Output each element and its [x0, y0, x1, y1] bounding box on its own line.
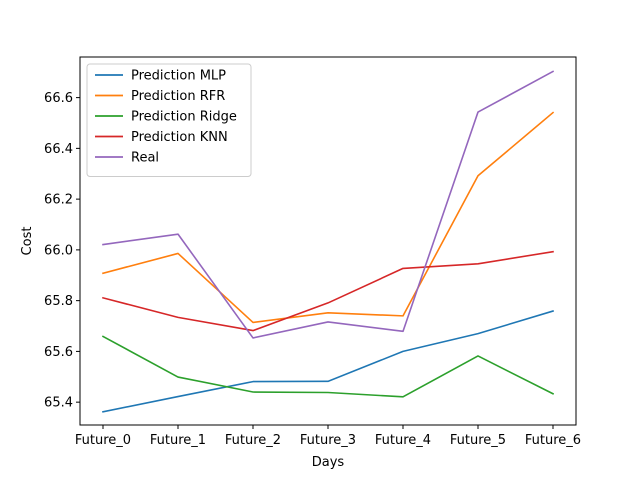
x-tick-label-Future_2: Future_2 — [225, 433, 281, 448]
y-axis: 65.4 65.6 65.8 66.0 66.2 66.4 66.6 — [44, 91, 80, 411]
x-tick-label-Future_0: Future_0 — [75, 433, 131, 448]
y-tick-label-66.0: 66.0 — [44, 243, 73, 258]
legend-label-prediction-ridge: Prediction Ridge — [131, 110, 237, 125]
series-line-prediction-rfr — [102, 111, 555, 324]
y-tick-label-66.6: 66.6 — [44, 91, 73, 106]
legend-label-prediction-rfr: Prediction RFR — [131, 89, 225, 104]
series-line-prediction-ridge — [101, 335, 555, 398]
x-tick-label-Future_3: Future_3 — [300, 433, 356, 448]
y-tick-label-66.2: 66.2 — [44, 193, 73, 208]
legend-label-real: Real — [131, 151, 159, 166]
y-axis-label: Cost — [20, 227, 35, 256]
series-line-prediction-mlp — [102, 310, 554, 413]
x-tick-label-Future_1: Future_1 — [150, 433, 206, 448]
legend-label-prediction-knn: Prediction KNN — [131, 130, 228, 145]
legend-box — [86, 63, 252, 177]
legend: Prediction MLP Prediction RFR Prediction R… — [86, 63, 252, 177]
y-tick-label-66.4: 66.4 — [44, 142, 73, 157]
y-tick-label-65.4: 65.4 — [44, 396, 73, 411]
y-tick-label-65.6: 65.6 — [44, 345, 73, 360]
legend-label-prediction-mlp: Prediction MLP — [131, 69, 226, 84]
x-tick-label-Future_6: Future_6 — [525, 433, 581, 448]
x-tick-label-Future_5: Future_5 — [450, 433, 506, 448]
x-tick-label-Future_4: Future_4 — [375, 433, 431, 448]
series-line-real — [102, 70, 555, 339]
x-axis-label: Days — [312, 455, 345, 470]
y-tick-label-65.8: 65.8 — [44, 294, 73, 309]
plot-lines — [101, 70, 555, 413]
x-axis: Future_0 Future_1 Future_2 Future_3 Future_4… — [75, 425, 581, 448]
series-line-prediction-knn — [102, 250, 554, 332]
